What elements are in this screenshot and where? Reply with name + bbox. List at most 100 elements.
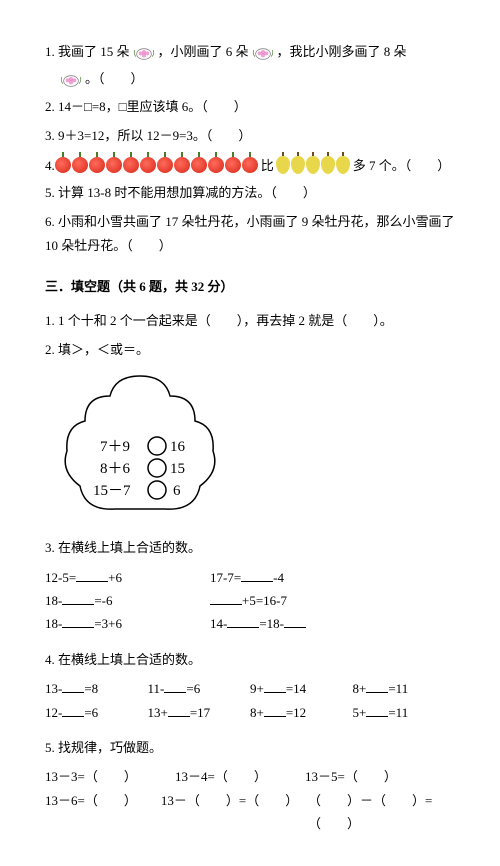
expr: 17-7= [210, 570, 241, 585]
expr: 18- [45, 593, 62, 608]
apple-icon [123, 157, 139, 173]
apple-icon [225, 157, 241, 173]
apple-icon [191, 157, 207, 173]
s3-question-3: 3. 在横线上填上合适的数。 [45, 536, 455, 559]
circle-blank [148, 481, 166, 499]
s3-question-1: 1. 1 个十和 2 个一合起来是（ ），再去掉 2 就是（ ）。 [45, 309, 455, 332]
apple-icon [72, 157, 88, 173]
fill-blank[interactable] [366, 702, 388, 717]
question-3: 3. 9＋3=12，所以 12－9=3。（ ） [45, 124, 455, 147]
pear-icon [321, 156, 335, 174]
expr: -4 [273, 570, 284, 585]
question-1: 1. 我画了 15 朵 ，小刚画了 6 朵 ，我比小刚多画了 8 朵 [45, 40, 455, 63]
question-6: 6. 小雨和小雪共画了 17 朵牡丹花，小雨画了 9 朵牡丹花，那么小雪画了 1… [45, 210, 455, 257]
expr: =-6 [94, 593, 112, 608]
expr: 13- [45, 681, 62, 696]
expr: =14 [286, 681, 306, 696]
expr: 12-5= [45, 570, 76, 585]
tree-figure: 7＋9 16 8＋6 15 15－7 6 [55, 371, 225, 521]
expr: =11 [388, 681, 408, 696]
expr: =8 [84, 681, 98, 696]
q4-row-1: 13- =8 11- =6 9+ =14 8+ =11 [45, 677, 455, 700]
fill-blank[interactable] [210, 590, 242, 605]
fill-blank[interactable] [62, 613, 94, 628]
fill-blank[interactable] [62, 702, 84, 717]
expr: =3+6 [94, 616, 122, 631]
tree-r3: 6 [173, 483, 181, 499]
q3-row-1: 12-5= +6 17-7= -4 [45, 566, 455, 589]
apple-icon [106, 157, 122, 173]
expr: 13+ [148, 705, 168, 720]
s3-question-2: 2. 填＞，＜或＝。 [45, 338, 455, 361]
q3-row-2: 18- =-6 +5=16-7 [45, 589, 455, 612]
apple-icon [208, 157, 224, 173]
expr: =12 [286, 705, 306, 720]
expr: 14- [210, 616, 227, 631]
fill-blank[interactable] [76, 567, 108, 582]
apple-icon [174, 157, 190, 173]
q1-text-3: ，我比小刚多画了 8 朵 [277, 40, 407, 63]
apple-icon [242, 157, 258, 173]
section-3-title: 三．填空题（共 6 题，共 32 分） [45, 275, 455, 298]
question-5: 5. 计算 13-8 时不能用想加算减的方法。（ ） [45, 181, 455, 204]
apple-icon [157, 157, 173, 173]
q4-mid: 比 [261, 154, 274, 177]
expr: 13－5=（ ） [305, 765, 435, 788]
q5-row-1: 13－3=（ ） 13－4=（ ） 13－5=（ ） [45, 765, 455, 788]
expr: 13－6=（ ） [45, 789, 161, 836]
apple-icon [55, 157, 71, 173]
expr: 8+ [250, 705, 264, 720]
fill-blank[interactable] [366, 678, 388, 693]
circle-blank [148, 459, 166, 477]
pear-icon [291, 156, 305, 174]
tree-l1: 7＋9 [100, 439, 130, 455]
expr: =6 [186, 681, 200, 696]
expr: =6 [84, 705, 98, 720]
fill-blank[interactable] [227, 613, 259, 628]
expr: 8+ [353, 681, 367, 696]
fill-blank[interactable] [264, 702, 286, 717]
q4-prefix: 4. [45, 154, 55, 177]
fill-blank[interactable] [164, 678, 186, 693]
pear-icon [276, 156, 290, 174]
apple-icon [89, 157, 105, 173]
fill-blank[interactable] [168, 702, 190, 717]
peony-icon [57, 69, 85, 89]
q3-row-3: 18- =3+6 14- =18- [45, 612, 455, 635]
fill-blank[interactable] [62, 590, 94, 605]
question-4: 4. 比 多 7 个。（ ） [45, 154, 455, 177]
expr: +6 [108, 570, 122, 585]
fill-blank[interactable] [264, 678, 286, 693]
tree-r1: 16 [170, 439, 186, 455]
peony-icon [249, 42, 277, 62]
expr: 9+ [250, 681, 264, 696]
tree-r2: 15 [170, 461, 185, 477]
expr: 13－4=（ ） [175, 765, 305, 788]
expr: =11 [388, 705, 408, 720]
expr: +5=16-7 [242, 593, 287, 608]
q1-text-4: 。（ ） [85, 67, 144, 90]
expr: =18- [259, 616, 284, 631]
tree-l2: 8＋6 [100, 461, 131, 477]
expr: （ ）－（ ）=（ ） [308, 789, 455, 836]
circle-blank [148, 437, 166, 455]
peony-icon [130, 42, 158, 62]
tree-l3: 15－7 [93, 483, 131, 499]
expr: 11- [148, 681, 165, 696]
pear-icon [336, 156, 350, 174]
fill-blank[interactable] [241, 567, 273, 582]
question-1-cont: 。（ ） [57, 67, 455, 90]
expr: 18- [45, 616, 62, 631]
pear-icon [306, 156, 320, 174]
expr: 5+ [353, 705, 367, 720]
s3-question-4: 4. 在横线上填上合适的数。 [45, 648, 455, 671]
apple-icon [140, 157, 156, 173]
expr: 13－3=（ ） [45, 765, 175, 788]
q1-text-1: 1. 我画了 15 朵 [45, 40, 130, 63]
fill-blank[interactable] [62, 678, 84, 693]
fill-blank[interactable] [284, 613, 306, 628]
expr: 12- [45, 705, 62, 720]
q5-row-2: 13－6=（ ） 13－（ ）=（ ） （ ）－（ ）=（ ） [45, 789, 455, 836]
q4-row-2: 12-=6 13+=17 8+=12 5+=11 [45, 701, 455, 724]
q4-suffix: 多 7 个。（ ） [353, 154, 451, 177]
